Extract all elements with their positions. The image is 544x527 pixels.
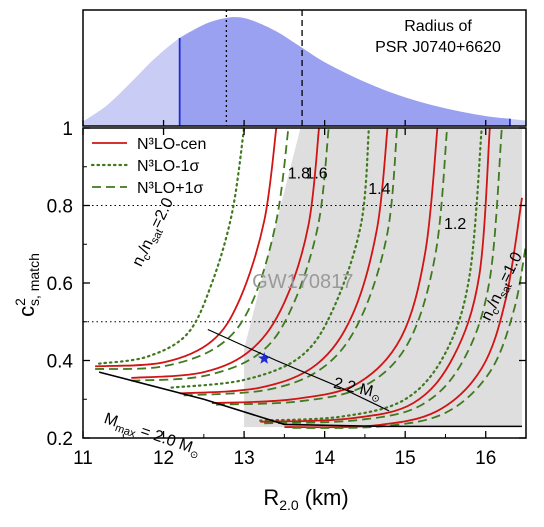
svg-text:Mmax = 2.0 M⊙: Mmax = 2.0 M⊙ [101, 410, 203, 462]
y-tick-label-3: 0.8 [47, 197, 73, 218]
mmax-2.0-line [98, 371, 522, 428]
series-dotted-10 [259, 128, 483, 422]
nc20-c: c [140, 252, 153, 263]
eos-curves [95, 128, 526, 429]
series-dashed-7 [183, 128, 398, 397]
y-axis-label: c2s, match [12, 253, 42, 317]
density-shaded-area [179, 17, 510, 126]
x-tick-label-4: 15 [395, 448, 416, 469]
mass-label-2: 1.4 [368, 181, 390, 198]
star-marker [258, 352, 271, 364]
x-axis-label-sub: 2.0 [279, 497, 299, 513]
mmax-m: M [102, 410, 120, 430]
y-tick-label-1: 0.4 [47, 352, 74, 373]
x-tick-label-0: 11 [73, 448, 93, 469]
series-solid-1 [95, 128, 278, 368]
x-tick-label-3: 14 [314, 448, 336, 469]
top-panel-title-line-1: Radius of [404, 18, 472, 35]
x-axis-label-unit: (km) [305, 485, 349, 510]
top-panel-title-line-2: PSR J0740+6620 [375, 39, 501, 56]
mass-2.2-line [207, 328, 390, 412]
percentile-lines [178, 10, 511, 126]
mass-label-1: 1.6 [305, 165, 327, 182]
x-tick-label-1: 12 [153, 448, 174, 469]
mass-label-3: 1.2 [444, 216, 466, 233]
m22-sun: ⊙ [370, 393, 381, 406]
series-solid-8 [211, 128, 439, 404]
nc10-c: c [489, 306, 502, 317]
mmax-annotation: Mmax = 2.0 M⊙ [101, 410, 203, 462]
svg-text:nc/nsat=2.0: nc/nsat=2.0 [129, 195, 179, 270]
legend-label-minus: N³LO-1σ [137, 158, 199, 175]
series-dotted-5 [170, 128, 370, 389]
series-dashed-12 [264, 128, 503, 425]
mmax-sun: ⊙ [188, 449, 200, 462]
y-axis-label-group: c2s, match [12, 253, 42, 317]
mass-contour-labels: 1.81.6 1.4 1.2 [288, 165, 467, 232]
axis-ticks: 11 12 13 14 15 16 0.2 0.4 0.6 0.8 1 [47, 119, 526, 469]
series-dotted-0 [98, 128, 246, 365]
gw170817-region [244, 128, 522, 428]
nc10-sat: sat [497, 281, 514, 299]
series-dashed-14 [292, 244, 526, 429]
x-axis-label-r: R [263, 485, 279, 510]
series-solid-3 [131, 128, 320, 379]
reference-dotted-lines [83, 205, 526, 323]
gw170817-label-group: GW170817 [252, 271, 353, 293]
y-tick-label-2: 0.6 [47, 274, 73, 295]
legend-entry-minus: N³LO-1σ [90, 158, 199, 175]
y-tick-label-0: 0.2 [47, 429, 73, 450]
series-dashed-9 [215, 128, 448, 406]
x-tick-label-2: 13 [234, 448, 255, 469]
gw170817-label: GW170817 [252, 271, 353, 293]
y-axis-label-sub: s, match [26, 253, 42, 306]
main-plot-panel: GW170817 1.81.61.41.2 Mmax = 2.0 M⊙ 2.2 … [47, 119, 527, 469]
top-panel-frame [82, 9, 527, 127]
radius-distribution-panel: Radius of PSR J0740+6620 [82, 9, 527, 127]
mass-label-0: 1.8 [288, 165, 310, 182]
series-solid-6 [179, 128, 389, 395]
series-solid-11 [260, 128, 491, 423]
series-dashed-4 [131, 128, 330, 382]
x-tick-label-5: 16 [475, 448, 496, 469]
legend-label-cen: N³LO-cen [137, 136, 206, 153]
y-axis-label-c: c [14, 306, 39, 317]
legend-entry-cen: N³LO-cen [92, 136, 206, 153]
nc20-val: =2.0 [148, 195, 177, 231]
nc20-sat: sat [149, 227, 166, 245]
series-dashed-2 [95, 128, 290, 370]
legend-label-plus: N³LO+1σ [137, 180, 203, 197]
y-tick-label-4: 1 [62, 119, 73, 140]
x-axis-label: R2.0 (km) [263, 485, 348, 513]
legend: N³LO-cen N³LO-1σ N³LO+1σ [90, 136, 206, 197]
nc-2.0-annotation: nc/nsat=2.0 [129, 195, 179, 270]
legend-entry-plus: N³LO+1σ [92, 180, 203, 197]
y-axis-label-sup: 2 [12, 298, 28, 306]
